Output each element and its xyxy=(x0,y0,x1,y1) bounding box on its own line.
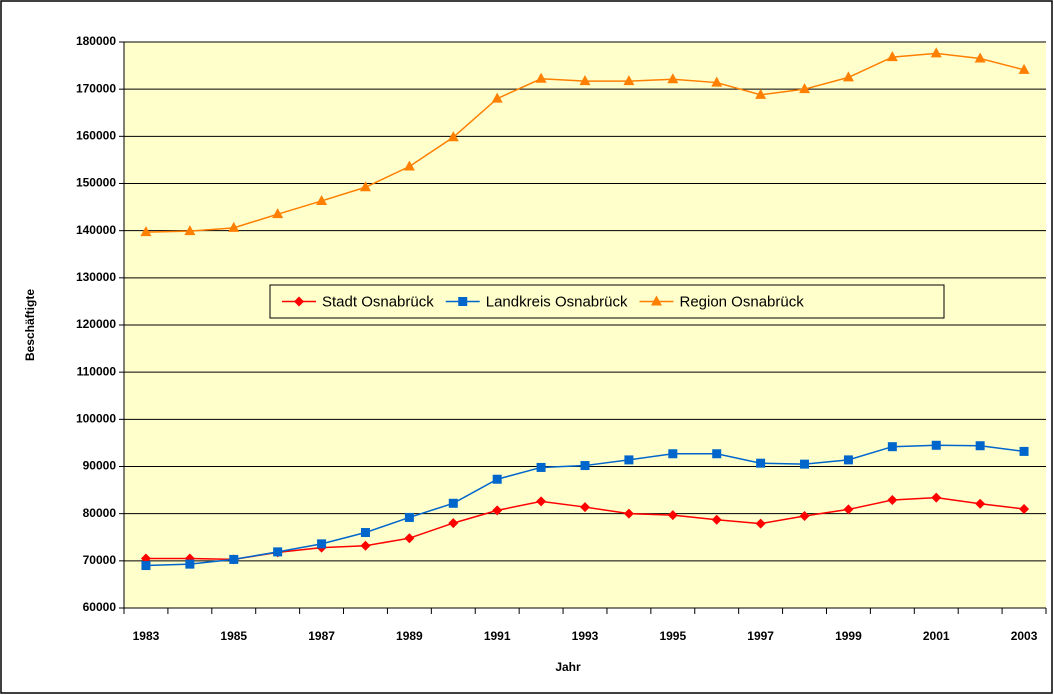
y-tick-label: 170000 xyxy=(76,81,116,95)
point-marker xyxy=(931,492,942,503)
x-tick-label: 2001 xyxy=(923,629,950,643)
point-marker xyxy=(1019,446,1029,456)
point-marker xyxy=(580,502,590,513)
y-tick-label: 80000 xyxy=(83,506,117,520)
point-marker xyxy=(447,131,459,142)
point-marker xyxy=(360,528,370,538)
legend-marker xyxy=(458,297,468,306)
point-marker xyxy=(448,498,458,508)
point-marker xyxy=(141,561,151,571)
point-marker xyxy=(1019,503,1030,514)
point-marker xyxy=(711,514,722,525)
point-marker xyxy=(185,559,195,569)
point-marker xyxy=(975,441,985,451)
point-marker xyxy=(317,539,327,549)
point-marker xyxy=(800,459,810,469)
point-marker xyxy=(404,512,414,522)
y-tick-label: 150000 xyxy=(76,176,116,190)
x-tick-label: 1983 xyxy=(133,629,160,643)
y-axis-title: Beschäftigte xyxy=(23,289,37,361)
point-marker xyxy=(842,71,854,82)
x-tick-label: 1995 xyxy=(659,629,686,643)
point-marker xyxy=(756,458,766,468)
legend-marker xyxy=(650,295,662,306)
point-marker xyxy=(887,442,897,452)
point-marker xyxy=(140,553,151,564)
point-marker xyxy=(668,449,678,459)
point-marker xyxy=(974,52,986,63)
x-tick-label: 1987 xyxy=(308,629,335,643)
legend: Stadt Osnabrück Landkreis Osnabrück Region… xyxy=(269,284,945,319)
y-tick-label: 100000 xyxy=(76,412,116,426)
point-marker xyxy=(536,462,546,472)
point-marker xyxy=(843,455,853,465)
point-marker xyxy=(536,496,547,507)
x-tick-label: 1993 xyxy=(572,629,599,643)
x-tick-label: 1985 xyxy=(220,629,247,643)
y-tick-label: 70000 xyxy=(83,553,117,567)
point-marker xyxy=(273,547,283,557)
point-marker xyxy=(755,518,766,529)
point-marker xyxy=(228,221,240,232)
point-marker xyxy=(799,511,810,522)
y-tick-label: 140000 xyxy=(76,223,116,237)
point-marker xyxy=(930,47,942,58)
x-tick-label: 1999 xyxy=(835,629,862,643)
point-marker xyxy=(799,83,811,94)
point-marker xyxy=(140,226,152,237)
x-tick-label: 2003 xyxy=(1011,629,1038,643)
point-marker xyxy=(711,76,723,87)
point-marker xyxy=(491,92,503,103)
point-marker xyxy=(975,498,986,509)
point-marker xyxy=(579,75,591,86)
legend-box xyxy=(269,284,945,319)
point-marker xyxy=(887,494,898,505)
point-marker xyxy=(1018,63,1030,74)
point-marker xyxy=(667,73,679,84)
y-tick-label: 60000 xyxy=(83,600,117,614)
point-marker xyxy=(184,225,196,236)
point-marker xyxy=(492,474,502,484)
point-marker xyxy=(448,518,459,529)
point-marker xyxy=(535,72,547,83)
point-marker xyxy=(492,505,503,516)
x-tick-label: 1989 xyxy=(396,629,423,643)
point-marker xyxy=(360,540,371,551)
point-marker xyxy=(403,160,415,171)
x-tick-label: 1997 xyxy=(747,629,774,643)
legend-marker xyxy=(294,296,304,307)
legend-text: Landkreis Osnabrück xyxy=(486,293,628,310)
point-marker xyxy=(404,533,415,544)
point-marker xyxy=(359,181,371,192)
point-marker xyxy=(623,75,635,86)
point-marker xyxy=(931,440,941,450)
point-marker xyxy=(580,461,590,471)
point-marker xyxy=(624,455,634,465)
point-marker xyxy=(886,51,898,62)
legend-text: Region Osnabrück xyxy=(679,293,804,310)
y-tick-label: 130000 xyxy=(76,270,116,284)
x-axis-title: Jahr xyxy=(555,660,581,674)
point-marker xyxy=(667,510,678,521)
y-tick-label: 90000 xyxy=(83,459,117,473)
point-marker xyxy=(316,194,328,205)
point-marker xyxy=(623,508,634,519)
y-tick-label: 160000 xyxy=(76,129,116,143)
y-tick-label: 180000 xyxy=(76,34,116,48)
y-tick-label: 110000 xyxy=(77,364,117,378)
y-tick-label: 120000 xyxy=(76,317,116,331)
legend-text: Stadt Osnabrück xyxy=(322,293,434,310)
point-marker xyxy=(712,449,722,459)
x-tick-label: 1991 xyxy=(484,629,511,643)
point-marker xyxy=(843,504,854,515)
point-marker xyxy=(272,208,284,219)
point-marker xyxy=(229,554,239,564)
point-marker xyxy=(755,88,767,99)
